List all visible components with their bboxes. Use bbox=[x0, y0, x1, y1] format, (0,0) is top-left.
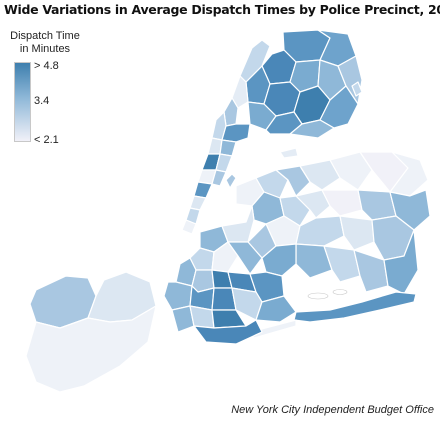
precinct-choropleth-map bbox=[25, 29, 431, 393]
brooklyn-precinct bbox=[211, 241, 239, 273]
map-title: Wide Variations in Average Dispatch Time… bbox=[4, 2, 440, 17]
legend-max-label: > 4.8 bbox=[34, 60, 59, 72]
manhattan-precinct bbox=[211, 169, 227, 187]
rockaway-precinct bbox=[293, 291, 417, 323]
brooklyn-precinct bbox=[227, 241, 263, 275]
city-island bbox=[351, 81, 363, 97]
brooklyn-precinct bbox=[255, 295, 297, 323]
bronx-precinct bbox=[289, 119, 335, 139]
queens-precinct bbox=[299, 159, 341, 191]
legend: Dispatch Time in Minutes > 4.8 3.4 < 2.1 bbox=[6, 28, 84, 150]
manhattan-precinct bbox=[221, 123, 251, 143]
queens-precinct bbox=[255, 169, 289, 199]
queens-precinct bbox=[295, 189, 331, 219]
queens-precinct bbox=[353, 249, 389, 293]
legend-min-label: < 2.1 bbox=[34, 134, 59, 146]
source-note: New York City Independent Budget Office bbox=[231, 404, 434, 416]
brooklyn-precinct bbox=[163, 281, 193, 311]
queens-precinct bbox=[275, 165, 311, 197]
legend-title: Dispatch Time in Minutes bbox=[10, 30, 80, 55]
queens-precinct bbox=[339, 215, 375, 251]
queens-precinct bbox=[383, 229, 419, 295]
queens-precinct bbox=[279, 195, 311, 227]
queens-precinct bbox=[321, 189, 363, 217]
manhattan-precinct bbox=[219, 139, 237, 157]
queens-precinct bbox=[323, 245, 361, 283]
manhattan-precinct bbox=[231, 75, 249, 109]
brooklyn-precinct bbox=[221, 205, 255, 243]
jamaica-bay-island bbox=[332, 289, 348, 295]
manhattan-precinct bbox=[193, 181, 213, 199]
brooklyn-precinct bbox=[193, 319, 263, 345]
legend-mid-label: 3.4 bbox=[34, 95, 50, 107]
staten-island-precinct bbox=[25, 305, 157, 393]
rikers-island bbox=[279, 147, 299, 159]
jamaica-bay-island bbox=[307, 292, 329, 300]
manhattan-precinct bbox=[181, 219, 197, 235]
roosevelt-island bbox=[225, 173, 237, 189]
queens-precinct bbox=[329, 151, 373, 191]
brooklyn-precinct bbox=[189, 305, 215, 329]
legend-color-ramp bbox=[14, 62, 31, 142]
